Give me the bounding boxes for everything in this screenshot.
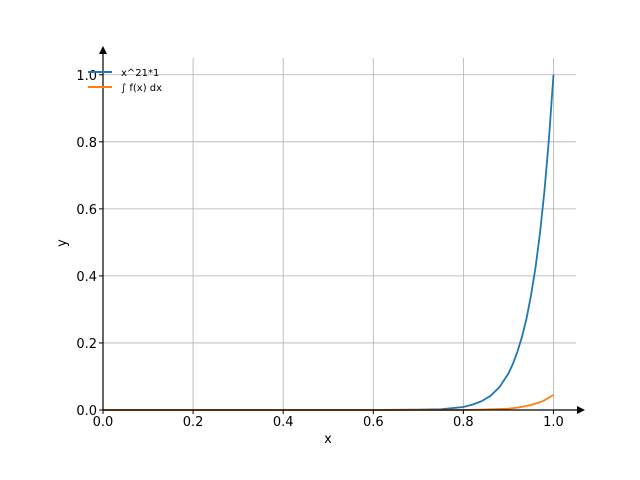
grid [102,58,576,411]
legend-label-2: ∫ f(x) dx [121,83,162,94]
legend: x^21*1 ∫ f(x) dx [88,68,162,94]
series-line-1 [103,74,555,411]
y-tick-label: 0.2 [76,337,97,352]
x-axis-label: x [324,432,332,447]
x-tick-label: 0.4 [273,415,294,430]
y-axis-arrow-icon [99,46,107,54]
x-tick-label: 0.2 [183,415,204,430]
x-tick-label: 1.0 [543,415,564,430]
series-group [103,74,555,411]
y-tick-label: 0.6 [76,203,97,218]
y-tick-label: 0.0 [76,404,97,419]
x-tick-label: 0.0 [93,415,114,430]
y-tick-label: 0.8 [76,136,97,151]
y-tick-label: 0.4 [76,270,97,285]
x-tick-label: 0.6 [363,415,384,430]
series-line-2 [103,394,554,411]
axes [99,46,585,414]
y-axis-label: y [55,239,70,247]
x-axis-arrow-icon [577,406,585,414]
legend-label-1: x^21*1 [121,68,159,79]
tick-labels: 0.0 0.2 0.4 0.6 0.8 1.00.00.20.40.60.81.0 [76,69,564,430]
x-tick-label: 0.8 [453,415,474,430]
